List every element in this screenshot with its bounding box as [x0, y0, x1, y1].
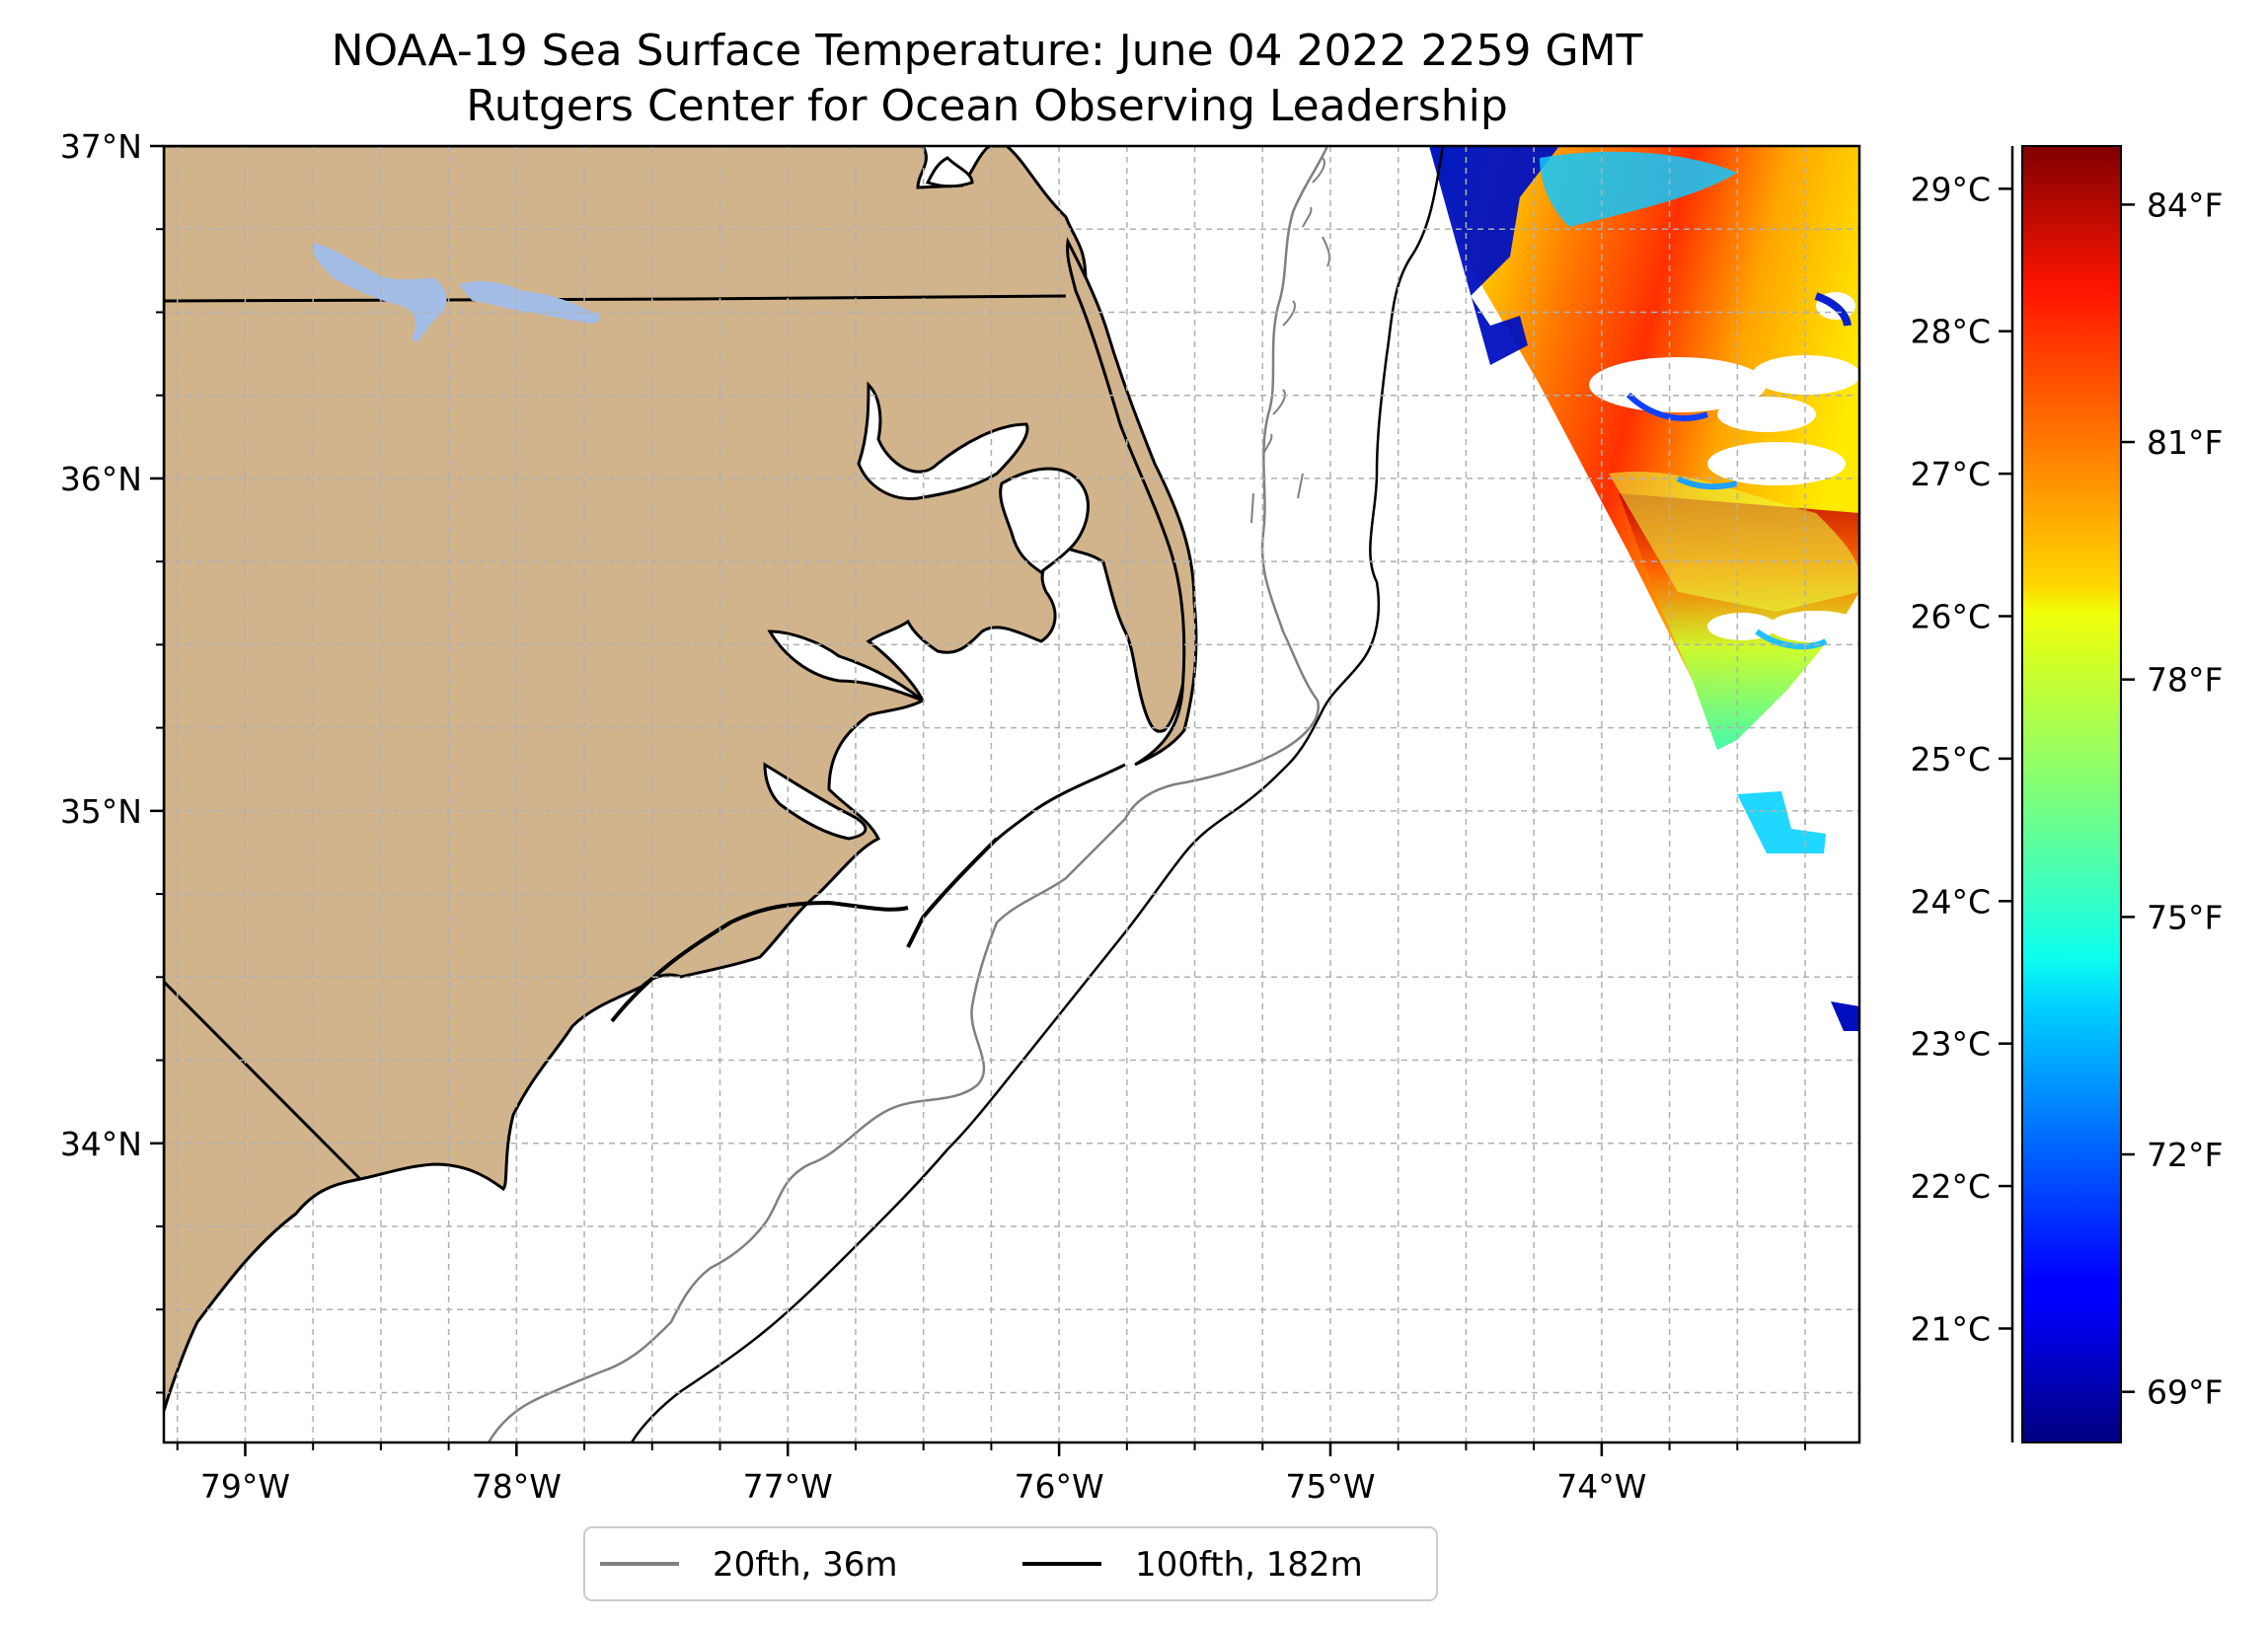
celsius-tick-label: 25°C — [1910, 740, 1991, 778]
sound-water — [763, 762, 868, 841]
outer-banks — [985, 763, 1126, 850]
sst-satellite-swath — [1429, 146, 1859, 750]
sound-water — [857, 381, 1029, 500]
lat-tick-label: 37°N — [60, 127, 142, 166]
celsius-tick-label: 26°C — [1910, 598, 1991, 636]
state-border-nc-sc — [164, 980, 362, 1181]
chart-title: NOAA-19 Sea Surface Temperature: June 04… — [332, 26, 1643, 76]
sound-water — [925, 156, 974, 188]
celsius-tick-label: 24°C — [1910, 882, 1991, 921]
lat-tick-label: 36°N — [60, 460, 142, 498]
fahrenheit-tick-label: 69°F — [2147, 1373, 2223, 1412]
lon-tick-label: 78°W — [472, 1467, 562, 1506]
state-border-nc-va — [164, 294, 1067, 303]
outer-banks — [1066, 237, 1198, 767]
lake-kerr — [312, 243, 601, 343]
outer-banks — [906, 837, 999, 948]
lon-tick-label: 79°W — [200, 1467, 290, 1506]
celsius-tick-label: 28°C — [1910, 313, 1991, 351]
lon-tick-label: 76°W — [1015, 1467, 1104, 1506]
celsius-tick-label: 27°C — [1910, 455, 1991, 493]
contour-20-fathom — [487, 146, 1329, 1442]
fahrenheit-tick-label: 84°F — [2147, 185, 2223, 224]
lat-tick-label: 35°N — [60, 792, 142, 831]
longitude-axis: 79°W 78°W 77°W 76°W 75°W 74°W — [200, 1442, 1646, 1506]
celsius-tick-label: 29°C — [1910, 170, 1991, 208]
map-frame — [162, 144, 1861, 1444]
outer-banks — [610, 900, 909, 1023]
contour-20-fathom-shoals — [1250, 157, 1331, 524]
celsius-tick-label: 22°C — [1910, 1167, 1991, 1206]
celsius-axis: 29°C 28°C 27°C 26°C 25°C 24°C 23°C 22°C 21°C — [1910, 146, 2014, 1442]
celsius-tick-label: 23°C — [1910, 1025, 1991, 1064]
fahrenheit-axis: 84°F 81°F 78°F 75°F 72°F 69°F — [2121, 185, 2223, 1412]
lon-tick-label: 74°W — [1556, 1467, 1646, 1506]
legend-label-20-fathom: 20fth, 36m — [713, 1545, 898, 1585]
lon-tick-label: 77°W — [743, 1467, 833, 1506]
latitude-axis: 37°N 36°N 35°N 34°N — [60, 127, 164, 1163]
legend-label-100-fathom: 100fth, 182m — [1135, 1545, 1363, 1585]
legend: 20fth, 36m 100fth, 182m — [583, 1526, 1438, 1601]
colorbar — [2021, 145, 2122, 1443]
contour-100-fathom — [630, 146, 1445, 1442]
fahrenheit-tick-label: 72°F — [2147, 1136, 2223, 1174]
map-gridlines — [156, 145, 1859, 1450]
fahrenheit-tick-label: 78°F — [2147, 661, 2223, 700]
sst-patch-small — [1737, 791, 1826, 853]
lon-tick-label: 75°W — [1285, 1467, 1375, 1506]
fahrenheit-tick-label: 75°F — [2147, 898, 2223, 936]
fahrenheit-tick-label: 81°F — [2147, 423, 2223, 462]
chart-subtitle: Rutgers Center for Ocean Observing Leade… — [466, 81, 1508, 131]
celsius-tick-label: 21°C — [1910, 1309, 1991, 1348]
legend-box — [583, 1526, 1438, 1601]
lat-tick-label: 34°N — [60, 1125, 142, 1163]
sst-patch-edge — [1831, 1001, 1859, 1031]
map-plot-area — [164, 146, 1859, 1442]
